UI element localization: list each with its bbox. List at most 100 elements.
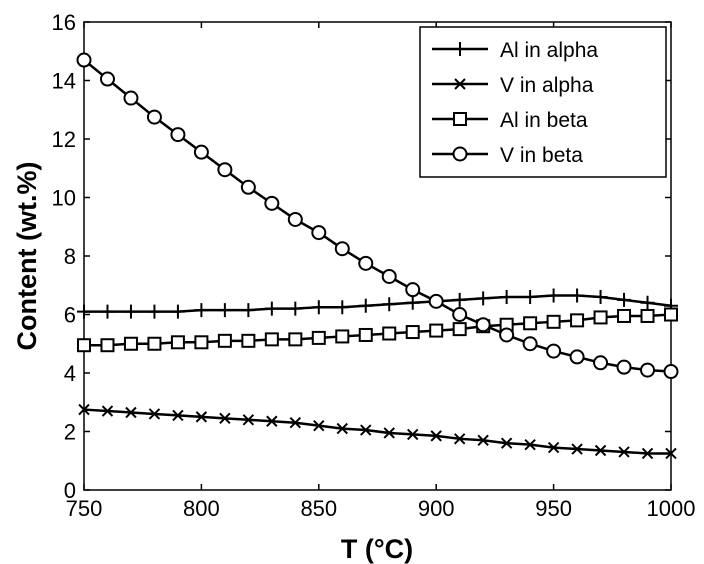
circle-marker [405,282,421,298]
circle-marker [499,327,515,343]
square-marker [217,333,232,348]
legend-label: Al in beta [500,109,588,132]
series-square [77,307,678,353]
legend-label: Al in alpha [500,39,598,62]
square-marker [170,335,185,350]
x-marker [383,427,395,439]
axis-ticks: 750 800 850 900 950 1000 0 2 4 6 8 10 12 14 16 [52,10,696,521]
series-line [83,408,671,455]
circle-marker [240,179,256,195]
y-tick-label: 10 [52,186,76,211]
x-tick-label: 800 [183,496,220,521]
series-circle [76,52,679,380]
plus-marker [123,304,138,319]
series-line [84,294,672,313]
x-marker [313,419,325,432]
plus-marker [405,295,420,310]
plus-marker [593,289,608,304]
square-marker [147,336,162,351]
square-marker [405,325,420,340]
circle-marker [311,225,327,241]
x-marker [618,446,630,458]
legend-label: V in alpha [500,74,594,97]
x-tick-label: 750 [66,496,103,521]
plus-marker [452,292,467,307]
x-marker [172,409,184,422]
circle-marker [334,241,350,257]
circle-marker [123,90,139,106]
square-marker [640,308,655,323]
circle-marker [99,71,115,87]
x-marker [477,434,489,446]
legend-item: V in alpha [432,74,594,97]
x-marker [453,433,466,445]
circle-marker [546,343,562,359]
x-marker [148,408,161,420]
y-axis-label: Content (wt.%) [12,162,42,351]
circle-marker [170,127,186,143]
x-marker [195,411,208,423]
square-marker [664,307,678,322]
legend-item: V in beta [432,144,583,167]
square-marker [194,335,209,350]
circle-marker [217,162,233,178]
circle-marker [616,359,632,375]
x-marker [524,438,536,451]
square-marker [123,336,138,351]
x-marker [101,405,114,417]
plus-marker [640,295,655,310]
circle-marker [663,364,679,380]
circle-marker [146,109,162,125]
plus-marker [335,300,350,315]
plus-marker [546,288,561,303]
square-marker [452,322,467,337]
x-marker [571,443,583,455]
plus-marker [241,303,256,318]
circle-marker [381,268,397,284]
square-marker [288,332,303,347]
circle-marker [452,307,468,322]
plus-marker [358,298,373,313]
square-marker [264,332,279,347]
square-marker [358,327,373,342]
circle-marker [193,144,209,160]
circle-marker [593,355,609,371]
square-marker [77,338,91,353]
x-tick-label: 850 [300,496,337,521]
plus-marker [311,300,326,315]
plus-marker [217,303,232,318]
circle-marker [287,211,303,227]
circle-marker [640,362,656,378]
x-marker [454,78,466,90]
legend: Al in alpha V in alpha Al in beta V in beta [419,26,667,178]
legend-item: Al in beta [432,109,588,132]
square-marker [523,316,538,331]
plus-marker [617,292,632,307]
square-marker [429,323,444,338]
x-marker [125,406,137,419]
y-tick-label: 2 [64,420,76,445]
circle-marker [358,255,374,271]
square-marker [100,338,115,353]
y-tick-label: 12 [52,127,76,152]
plus-marker [100,304,115,319]
square-marker [241,333,256,348]
circle-marker [452,146,468,162]
x-marker [78,403,90,416]
x-marker [242,414,255,426]
x-tick-label: 1000 [647,496,696,521]
square-marker [570,313,585,328]
legend-item: Al in alpha [432,39,598,62]
x-marker [641,447,654,460]
plus-marker [194,303,209,318]
square-marker [617,308,632,323]
plus-marker [77,304,91,319]
x-marker [430,430,442,442]
x-marker [360,424,372,436]
plus-marker [476,291,491,306]
x-marker [407,428,419,441]
plus-marker [147,304,162,319]
square-marker [453,112,467,126]
legend-label: V in beta [500,144,583,167]
circle-marker [428,293,444,309]
